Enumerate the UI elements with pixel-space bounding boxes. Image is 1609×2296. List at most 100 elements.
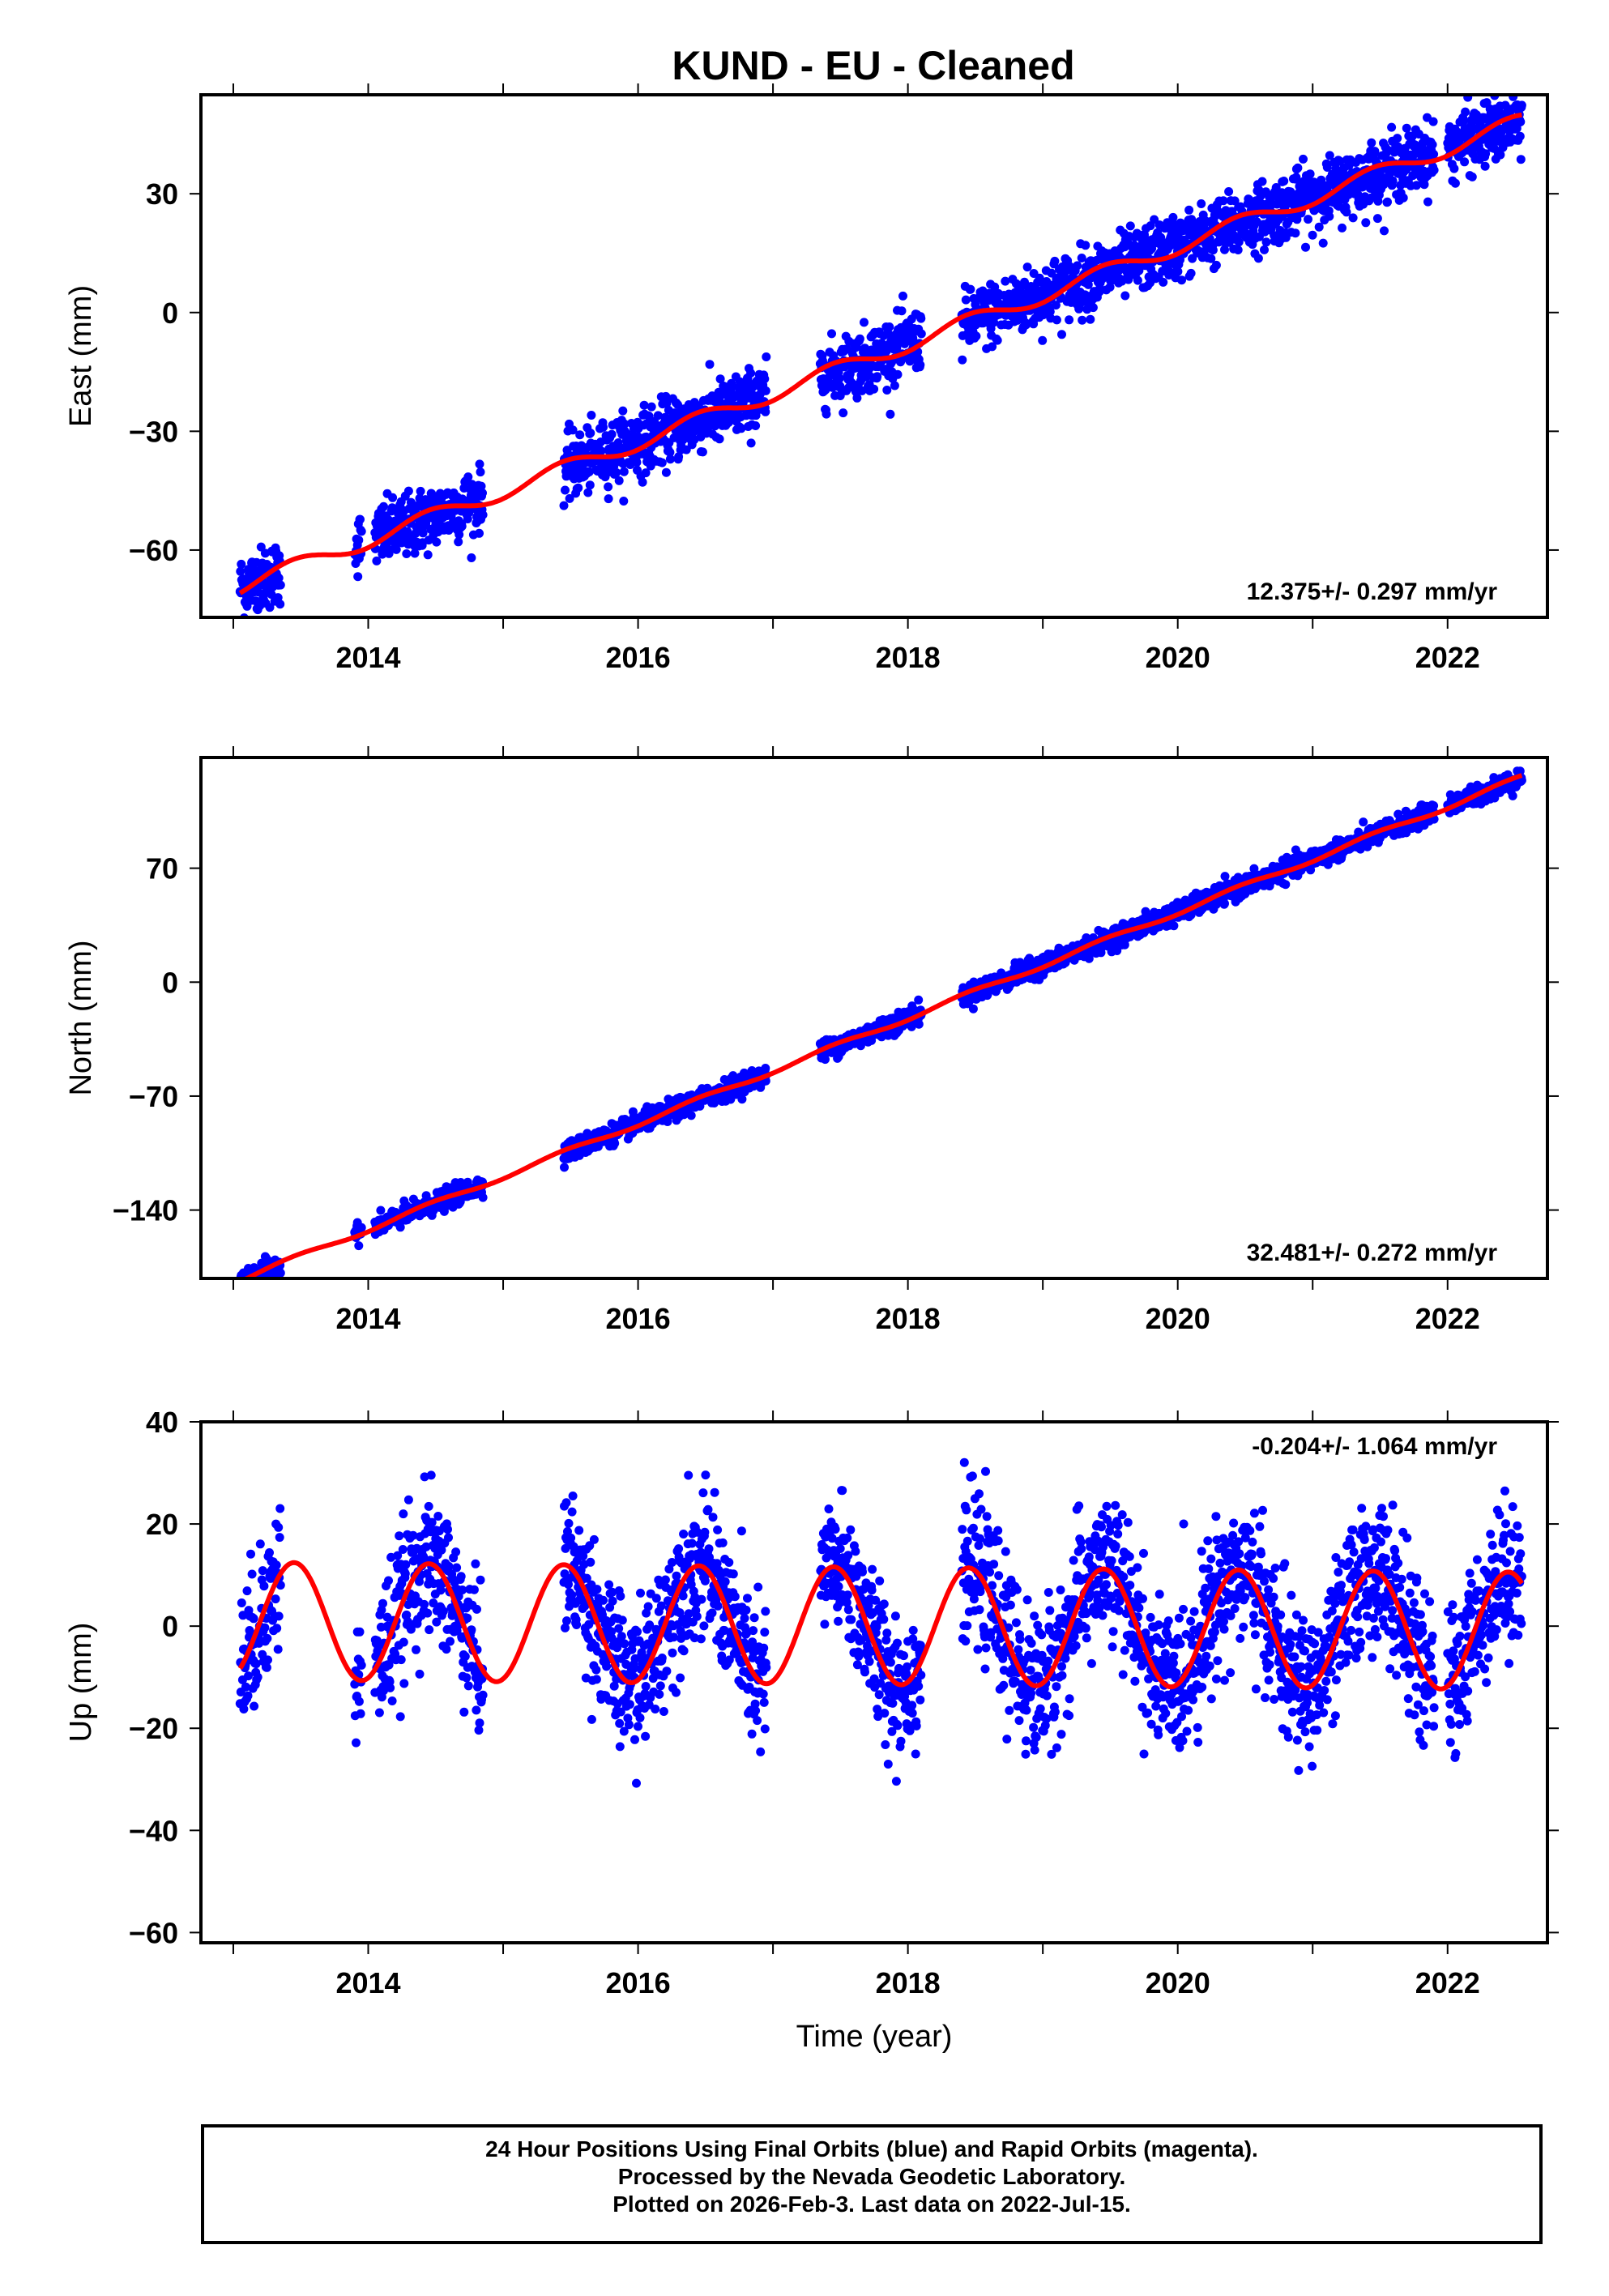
data-point [988,342,997,352]
data-point [1348,213,1358,223]
data-point [1322,163,1332,172]
data-point [674,452,684,462]
data-point [607,429,617,439]
data-point [1022,262,1032,272]
data-point [604,494,613,504]
data-point [356,514,365,524]
data-point [893,369,903,379]
data-point [237,1280,246,1289]
data-point [661,391,671,401]
data-point [356,1223,366,1232]
data-point [395,1223,405,1232]
data-point [1317,175,1326,185]
data-point [1463,95,1473,102]
data-point [890,381,899,390]
x-tick-label: 2020 [1146,1302,1210,1335]
data-point [1387,122,1397,132]
data-point [1291,228,1300,238]
data-point [665,455,675,464]
data-point [746,369,756,378]
data-point [968,1004,978,1014]
data-point [1429,165,1439,175]
data-point [1224,187,1234,196]
data-point [1361,218,1371,228]
data-point [639,400,649,410]
data-point [914,995,924,1005]
data-point [619,467,629,476]
data-point [587,411,596,420]
data-point [916,329,926,339]
data-point [657,458,667,467]
data-point [1218,196,1228,206]
data-point [915,360,925,369]
data-point [1177,275,1186,285]
data-point [1260,245,1269,254]
data-point [869,384,879,394]
data-point [1052,315,1061,325]
x-tick-label: 2022 [1415,641,1480,674]
data-point [1022,320,1031,330]
rate-annotation: 12.375+/- 0.297 mm/yr [1247,578,1498,605]
data-point [1078,315,1087,325]
data-point [1314,222,1324,232]
data-point [1120,291,1130,301]
plot-area [236,766,1526,1291]
data-point [1050,256,1060,266]
data-point [860,318,869,327]
data-point [751,421,761,430]
data-point [727,378,736,388]
data-point [966,284,975,294]
data-point [971,331,981,341]
data-point [715,434,724,444]
plot-frame [199,93,1549,619]
data-point [1429,801,1439,810]
data-point [237,1282,246,1291]
data-point [463,472,473,482]
fit-line [238,112,1522,595]
data-point [1517,100,1526,110]
data-point [852,393,862,403]
data-point [1398,193,1408,203]
data-point [1279,177,1289,186]
data-point [834,373,844,383]
data-point [584,467,594,476]
data-point [391,544,401,554]
data-point [761,386,770,395]
data-point [1035,277,1045,287]
data-point [1367,138,1376,147]
data-point [857,386,867,395]
data-point [1515,131,1525,141]
data-point [1480,161,1490,171]
data-point [886,409,895,419]
data-point [1281,880,1291,890]
data-point [653,411,663,420]
data-point [1291,173,1301,182]
data-point [1051,301,1061,310]
data-point [618,406,628,416]
data-point [416,486,425,496]
y-tick-label: −30 [129,415,178,448]
y-axis-label: East (mm) [64,285,98,427]
data-point [961,295,971,305]
data-point [1045,307,1055,317]
data-point [1184,205,1194,215]
x-tick-label: 2014 [335,641,400,674]
data-point [1020,277,1029,287]
data-point [457,522,467,531]
data-point [356,527,366,536]
data-point [1301,242,1310,252]
data-point [1402,123,1411,133]
data-point [762,352,771,361]
data-point [237,559,246,569]
data-point [1467,172,1477,181]
data-point [423,550,433,560]
x-tick-label: 2018 [876,1302,941,1335]
data-point [1208,245,1218,255]
data-point [265,603,275,612]
data-point [1342,207,1351,217]
data-point [1073,261,1082,271]
data-point [1220,898,1229,908]
y-tick-label: −60 [129,534,178,567]
data-point [1460,157,1470,167]
data-point [914,1019,924,1029]
